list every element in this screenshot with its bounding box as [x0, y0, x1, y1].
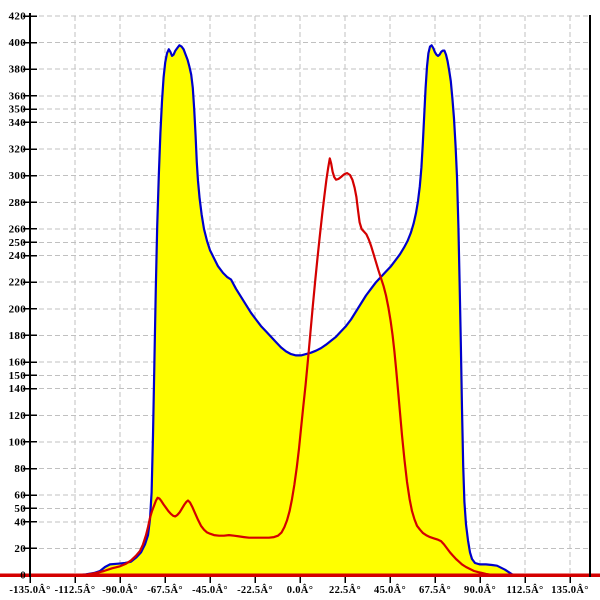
x-tick	[479, 577, 481, 583]
x-tick-label: 67.5Â°	[419, 584, 451, 596]
y-tick-label: 240	[9, 250, 27, 262]
x-tick	[434, 577, 436, 583]
x-tick-label: 90.0Â°	[464, 584, 496, 596]
y-tick-label: 50	[14, 503, 26, 515]
y-tick-label: 220	[9, 277, 27, 289]
y-tick-label: 300	[9, 170, 27, 182]
y-tick	[23, 41, 37, 44]
x-tick-label: 0.0Â°	[287, 584, 313, 596]
y-tick	[23, 547, 37, 550]
y-tick	[23, 387, 37, 390]
y-tick	[23, 68, 37, 70]
y-tick-label: 40	[14, 516, 26, 528]
y-tick	[23, 95, 37, 97]
plot-right-border	[589, 15, 591, 577]
y-tick-label: 260	[9, 223, 27, 235]
y-tick-label: 140	[9, 383, 27, 395]
y-tick-label: 280	[9, 197, 27, 209]
y-tick	[23, 521, 37, 523]
x-tick	[119, 577, 121, 583]
y-tick	[23, 281, 37, 283]
x-tick-label: -22.5Â°	[237, 584, 273, 596]
y-tick-label: 200	[9, 303, 27, 315]
x-tick	[209, 577, 211, 583]
y-tick	[23, 121, 37, 124]
x-tick-label: -67.5Â°	[147, 584, 183, 596]
y-tick	[23, 108, 37, 110]
x-tick-label: -90.0Â°	[102, 584, 138, 596]
y-tick-label: 160	[9, 357, 27, 369]
y-tick	[23, 15, 37, 17]
y-tick-label: 150	[9, 370, 27, 382]
y-tick-label: 60	[14, 490, 26, 502]
axis-ticks	[23, 15, 571, 583]
y-tick-label: 80	[14, 463, 26, 475]
y-tick-label: 100	[9, 436, 27, 448]
y-tick	[23, 361, 37, 363]
x-tick	[29, 577, 31, 583]
x-tick-label: -112.5Â°	[55, 584, 96, 596]
x-tick-label: 112.5Â°	[507, 584, 544, 596]
y-tick-label: 380	[9, 64, 27, 76]
x-tick-label: 135.0Â°	[551, 584, 589, 596]
y-tick-label: 120	[9, 410, 27, 422]
y-tick-label: 400	[9, 37, 27, 49]
secondary-distribution-line-line	[28, 157, 572, 577]
x-tick	[164, 577, 166, 583]
y-tick	[23, 507, 37, 510]
y-tick-label: 420	[9, 11, 27, 23]
y-tick	[23, 374, 37, 377]
x-tick	[254, 577, 256, 583]
x-tick	[74, 577, 76, 583]
x-axis-line	[0, 573, 600, 577]
y-axis-line	[29, 13, 31, 577]
x-tick-label: -135.0Â°	[9, 584, 50, 596]
y-tick-label: 320	[9, 144, 27, 156]
x-tick-label: 45.0Â°	[374, 584, 406, 596]
y-tick-label: 360	[9, 90, 27, 102]
y-tick	[23, 441, 37, 443]
y-tick	[23, 494, 37, 496]
bimodal-distribution-filled-line	[28, 44, 572, 577]
y-tick	[23, 308, 37, 310]
y-tick	[23, 201, 37, 204]
y-tick-label: 340	[9, 117, 27, 129]
x-tick	[569, 577, 571, 583]
x-tick	[524, 577, 526, 583]
y-tick	[23, 241, 37, 244]
x-tick	[299, 577, 301, 583]
x-tick-label: 22.5Â°	[329, 584, 361, 596]
y-tick	[23, 254, 37, 257]
y-tick-label: 250	[9, 237, 27, 249]
y-tick-label: 0	[20, 570, 26, 582]
bimodal-distribution-filled-fill	[30, 45, 570, 576]
y-tick	[23, 467, 37, 470]
y-tick	[23, 174, 37, 177]
y-tick	[23, 414, 37, 417]
x-tick	[389, 577, 391, 583]
y-tick	[23, 228, 37, 230]
x-tick	[344, 577, 346, 583]
y-tick	[23, 148, 37, 150]
y-tick	[23, 334, 37, 337]
y-tick-label: 20	[14, 543, 26, 555]
y-tick-label: 350	[9, 104, 27, 116]
y-tick-label: 180	[9, 330, 27, 342]
x-tick-label: -45.0Â°	[192, 584, 228, 596]
